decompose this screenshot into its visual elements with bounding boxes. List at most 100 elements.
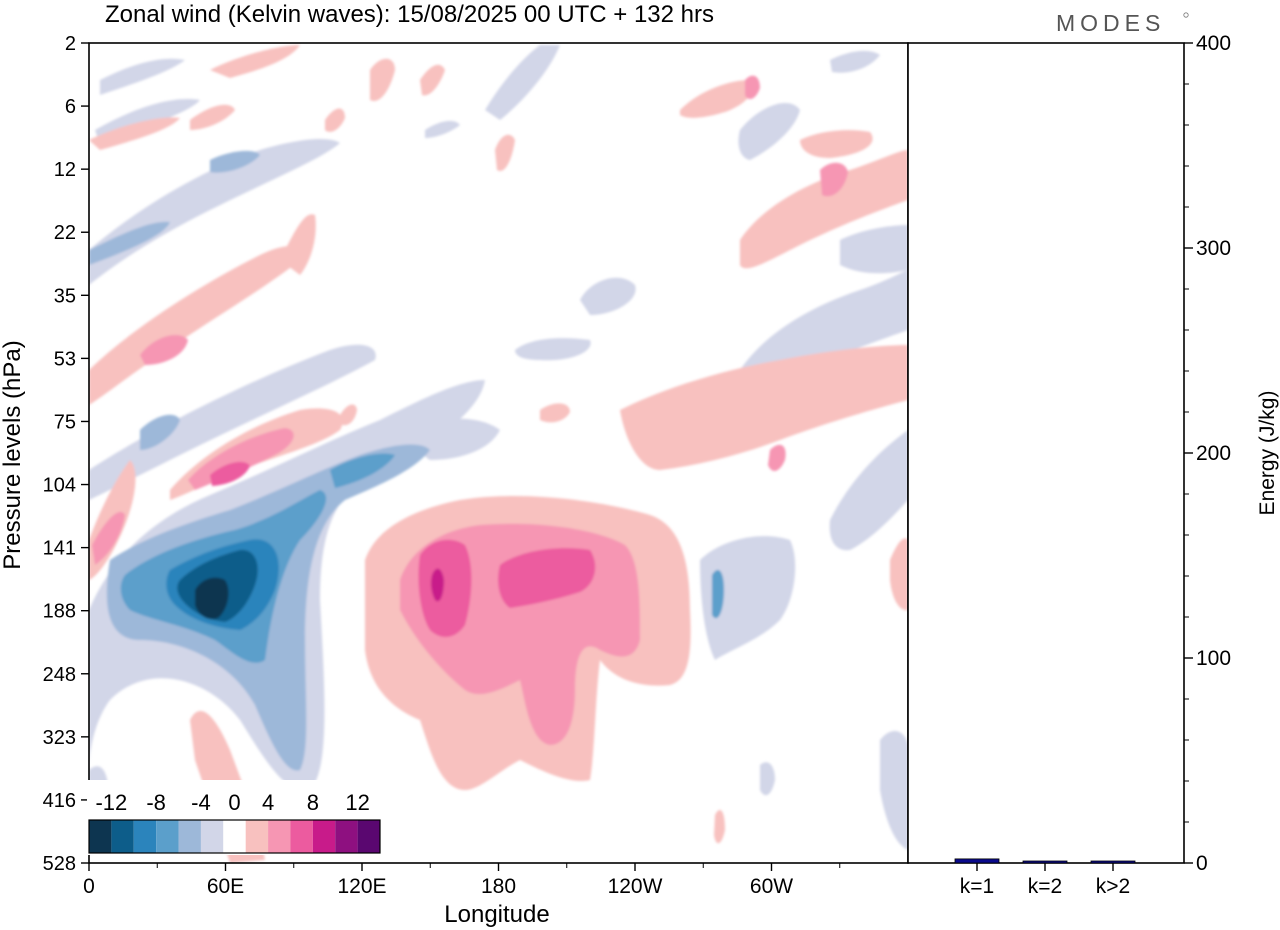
energy-cat-label: k=2 [1028,875,1062,898]
pos-top-right-2 [800,130,873,158]
neg-deep-strip [330,453,395,488]
colorbar-label: -4 [191,790,211,815]
y-tick-label: 53 [54,348,76,370]
colorbar-swatch [156,820,179,853]
neg-region-top-right-2 [830,50,880,73]
neg-region-lower-right [880,730,908,850]
pos-band-3 [190,104,235,130]
pos-band-top-4 [495,134,515,171]
pos-top-right [680,80,754,118]
pos-band-4 [210,45,300,78]
energy-bar [1090,860,1136,864]
neg-region-mid-lower [419,418,500,460]
neg-band-upper-1 [89,138,340,285]
colorbar-frame [88,819,381,854]
pos-band-top [370,58,395,101]
y-tick-label: 528 [43,853,76,875]
neg-region-right-upper-2 [840,225,908,274]
neg-band-upper-blob [580,277,636,315]
neg-band-mid-left [89,344,376,500]
colorbar-label: 12 [345,790,369,815]
energy-tick-label: 0 [1196,852,1208,875]
y-tick-label: 12 [54,159,76,181]
colorbar-swatch [111,820,134,853]
colorbar-swatch [178,820,201,853]
colorbar: -12 -8 -4 0 4 8 12 [87,780,382,855]
pos-band-2 [89,117,180,150]
y-tick-label: 416 [43,790,76,812]
modes-logo: MODES [1056,10,1165,36]
energy-cat-label: k>2 [1096,875,1130,898]
pos-band-1b [280,214,316,275]
pos-strong-core-1 [418,539,472,637]
y-axis-label: Pressure levels (hPa) [0,340,26,569]
y-tick-label: 75 [54,411,76,433]
energy-panel: 0 100 200 300 400 k=1 k=2 k>2 Energy (J/kg) [907,32,1279,898]
energy-x-axis: k=1 k=2 k>2 [960,863,1130,898]
colorbar-swatch [290,820,313,853]
energy-bar [954,858,1000,864]
pos-right-edge [890,538,908,611]
colorbar-swatch [89,820,112,853]
logo-mark [1183,12,1189,18]
pos-mid-left-small [340,404,357,426]
x-tick-label: 120E [337,875,386,898]
x-axis-label: Longitude [444,901,549,928]
y-tick-label: 35 [54,285,76,307]
energy-tick-label: 400 [1196,32,1231,55]
chart-title: Zonal wind (Kelvin waves): 15/08/2025 00… [105,1,714,28]
pos-medium-upper [140,335,188,365]
pos-band-top-2 [420,64,445,96]
x-axis: 0 60E 120E 180 120W 60W [83,863,841,898]
pos-main-right-strip [620,345,908,470]
colorbar-swatch [133,820,157,853]
y-tick-label: 2 [65,33,76,55]
pos-strong-core-2 [498,548,596,608]
y-tick-label: 104 [43,475,76,497]
colorbar-label: 8 [307,790,319,815]
energy-axis-label: Energy (J/kg) [1256,391,1279,516]
neg-band-top-mid [485,45,560,120]
colorbar-swatch [223,820,246,853]
colorbar-swatch [268,820,291,853]
energy-panel-frame [907,42,1185,864]
neg-medium-upper [89,221,170,265]
pos-strongest-core [431,568,444,602]
colorbar-label: -12 [95,790,127,815]
colorbar-label: -8 [146,790,166,815]
pos-medium-lower-left [92,511,125,565]
contour-plot: 2 6 12 22 35 53 75 104 141 188 248 323 416 528 0 60E 12… [0,33,909,928]
neg-band-upper-blob-2 [515,338,591,361]
energy-bar [1022,860,1068,864]
x-tick-label: 120W [608,875,663,898]
pos-band-1 [89,245,303,405]
y-tick-label: 6 [65,96,76,118]
x-tick-label: 180 [481,875,516,898]
pos-medium-top-right [820,162,848,197]
pos-main-right-strip-2 [740,150,908,269]
neg-band-upper-3 [100,58,185,95]
pos-mid-small [540,403,570,423]
neg-deep-right [712,570,724,619]
neg-region-lower-right-2 [760,762,775,796]
neg-region-top-right [738,102,800,160]
colorbar-label: 4 [262,790,274,815]
y-tick-label: 248 [43,664,76,686]
colorbar-swatch [335,820,358,853]
colorbar-swatch [245,820,269,853]
colorbar-swatches [87,780,382,855]
y-tick-label: 141 [43,538,76,560]
colorbar-swatch [200,820,224,853]
energy-y-axis: 0 100 200 300 400 [1184,32,1231,875]
pos-lower-small [714,810,725,844]
y-axis-left: 2 6 12 22 35 53 75 104 141 188 248 323 416 528 [43,33,89,875]
neg-region-right-mid [700,536,796,660]
colorbar-swatch [357,820,380,853]
energy-tick-label: 300 [1196,237,1231,260]
y-tick-label: 188 [43,601,76,623]
y-tick-label: 22 [54,222,76,244]
pos-band-top-3 [325,108,345,132]
neg-band-top-mid-2 [425,120,460,138]
pos-medium-top-right-2 [745,75,760,100]
neg-darkest-core [195,577,229,620]
